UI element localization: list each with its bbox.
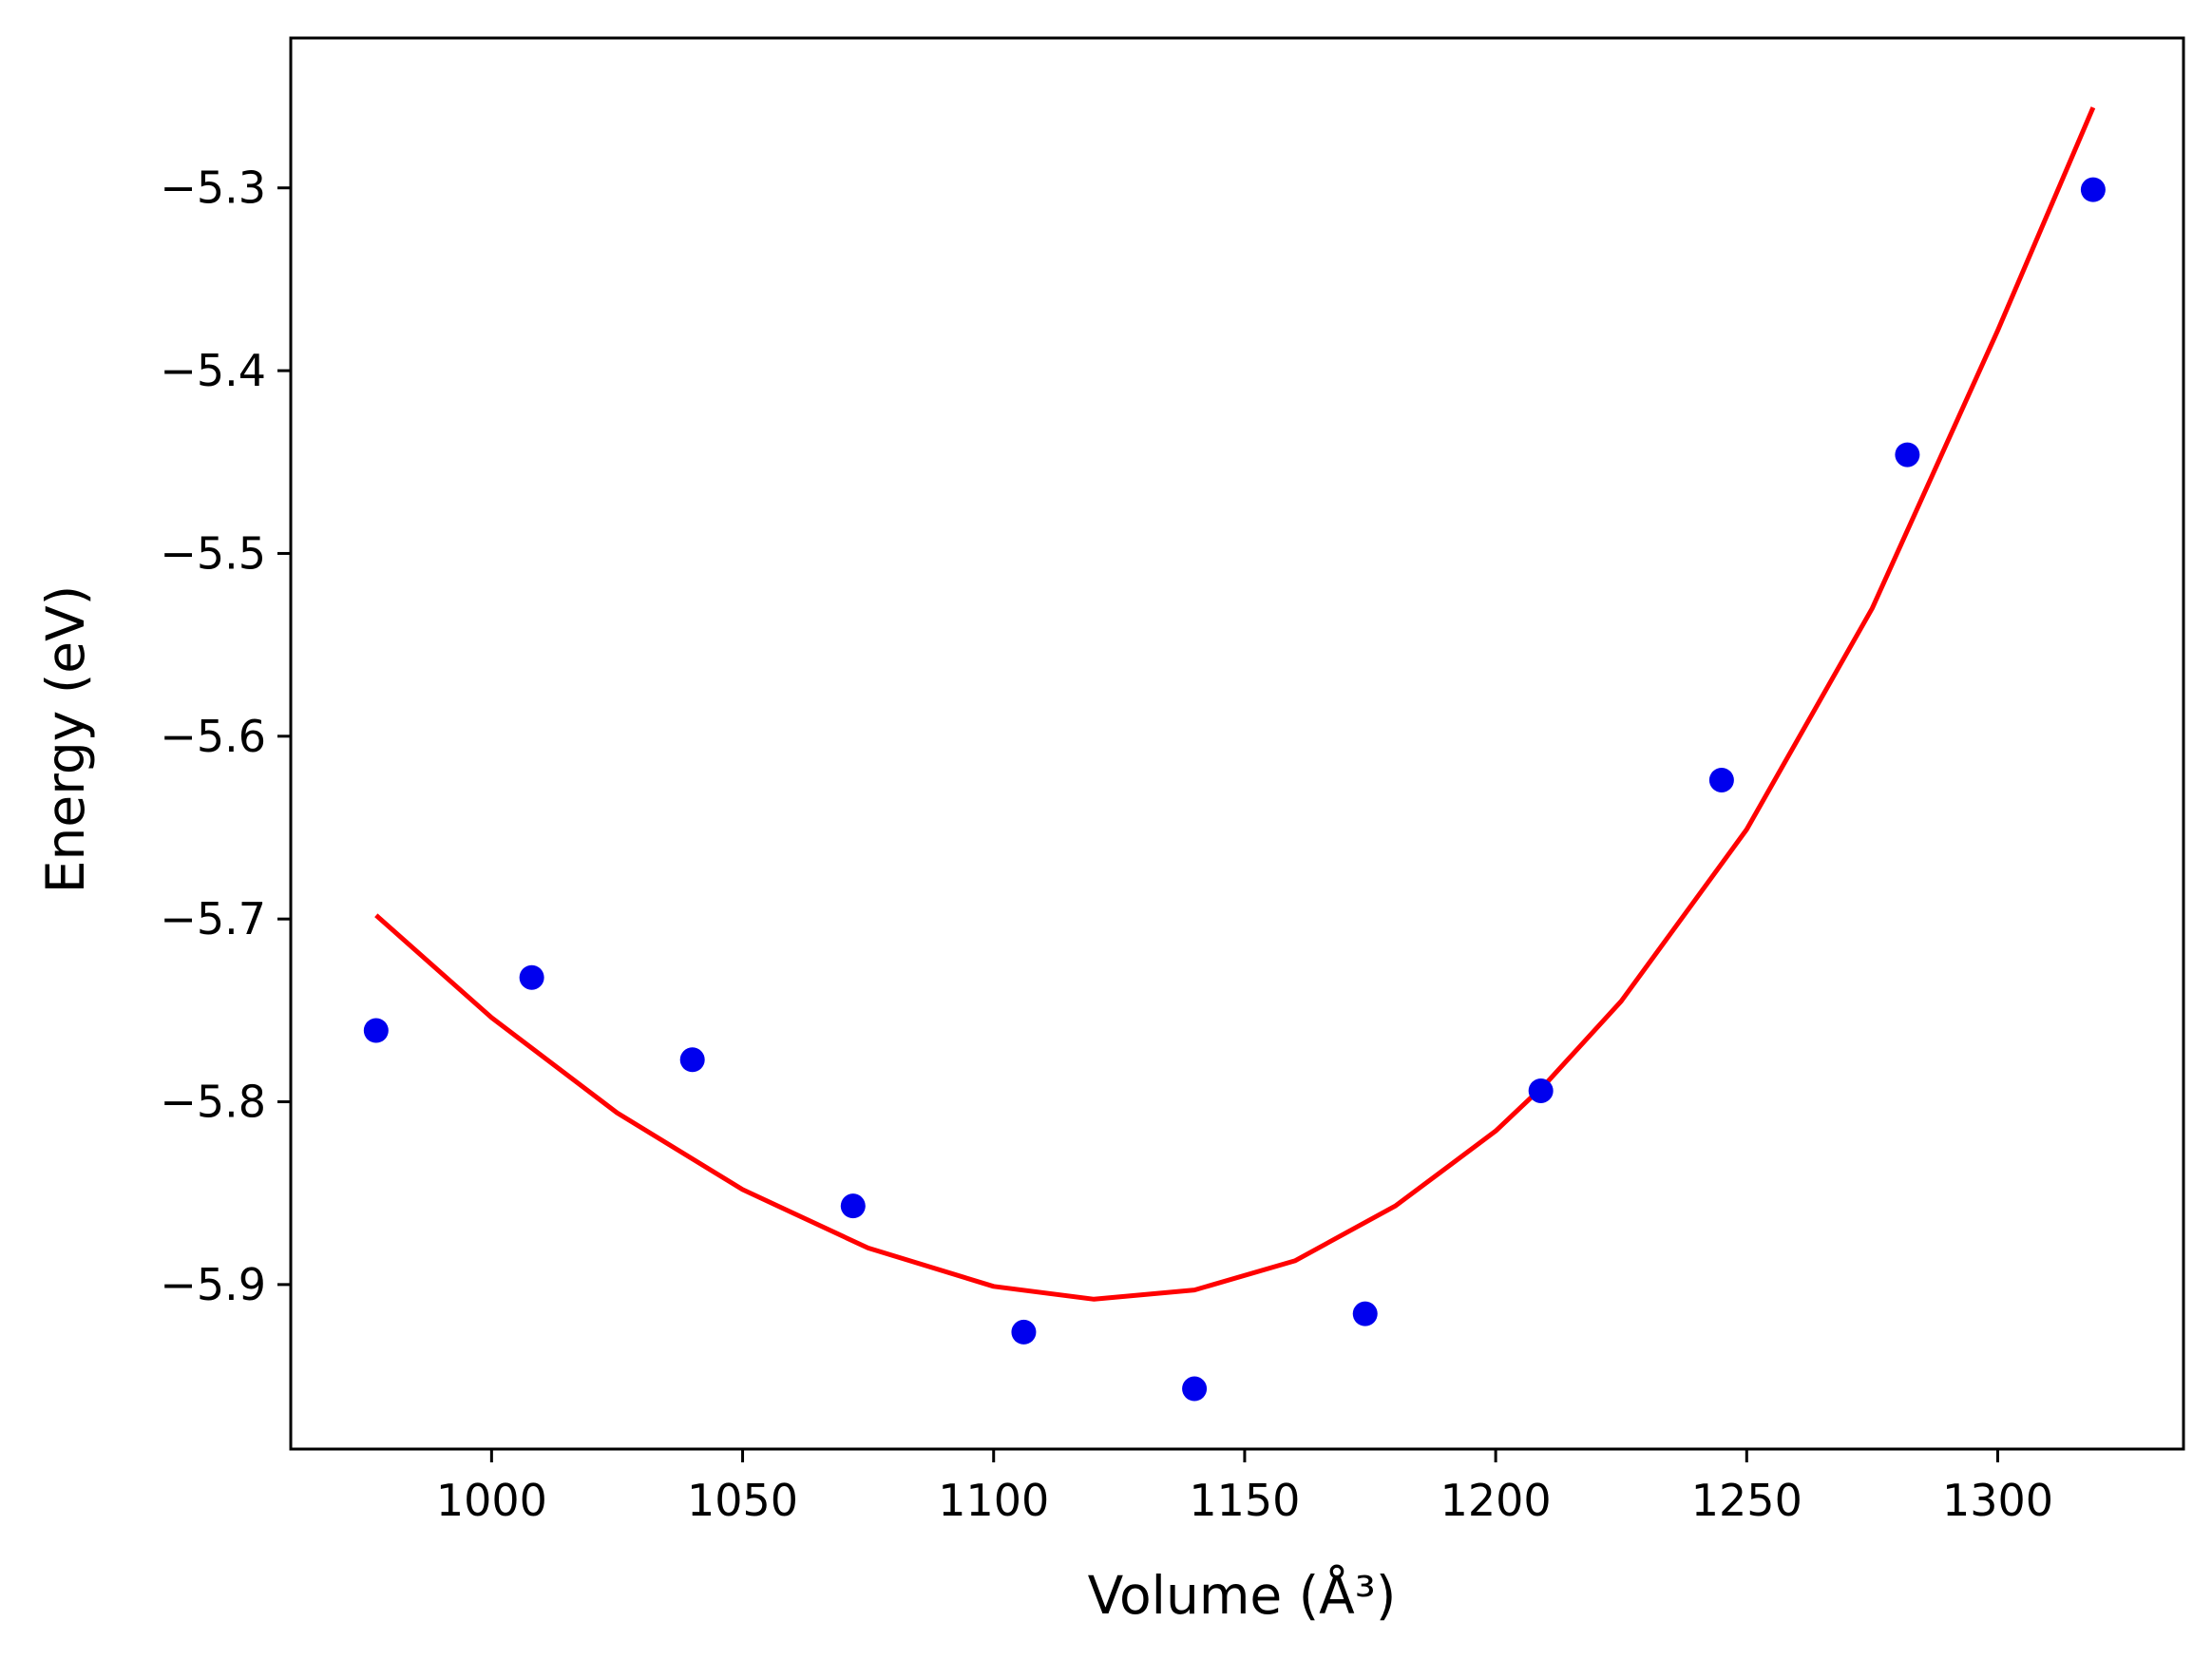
axes: 1000 1050 1100 1150 1200 1250 1300 −5.3 −5.4 −5.5… bbox=[160, 36, 2185, 1526]
x-tick-label: 1100 bbox=[938, 1475, 1049, 1526]
x-tick-label: 1150 bbox=[1189, 1475, 1300, 1526]
y-tick-label: −5.7 bbox=[160, 893, 266, 944]
data-point bbox=[679, 1047, 705, 1073]
data-point bbox=[1011, 1319, 1037, 1345]
x-tick-label: 1200 bbox=[1440, 1475, 1552, 1526]
fit-curve-line bbox=[374, 106, 2096, 1302]
y-tick-label: −5.8 bbox=[160, 1077, 266, 1128]
y-tick-label: −5.6 bbox=[160, 711, 266, 762]
y-tick-label: −5.4 bbox=[160, 345, 266, 396]
x-tick-label: 1050 bbox=[687, 1475, 798, 1526]
data-point bbox=[1352, 1301, 1378, 1326]
data-point bbox=[2080, 177, 2106, 202]
data-point bbox=[1895, 442, 1920, 467]
data-point bbox=[1708, 767, 1734, 792]
data-point bbox=[1528, 1078, 1554, 1103]
x-tick-label: 1250 bbox=[1691, 1475, 1802, 1526]
plot-area bbox=[363, 106, 2106, 1402]
x-axis-label: Volume (Å³) bbox=[1088, 1564, 1397, 1626]
y-tick-label: −5.9 bbox=[160, 1259, 266, 1310]
data-point bbox=[519, 964, 544, 990]
y-axis-label: Energy (eV) bbox=[35, 585, 96, 893]
axes-frame bbox=[289, 36, 2185, 1451]
x-tick-label: 1000 bbox=[436, 1475, 547, 1526]
y-tick-label: −5.3 bbox=[160, 162, 266, 214]
x-tick-label: 1300 bbox=[1942, 1475, 2053, 1526]
y-tick-label: −5.5 bbox=[160, 527, 266, 579]
data-point bbox=[840, 1193, 866, 1219]
data-point bbox=[363, 1018, 389, 1043]
data-point bbox=[1182, 1376, 1208, 1402]
